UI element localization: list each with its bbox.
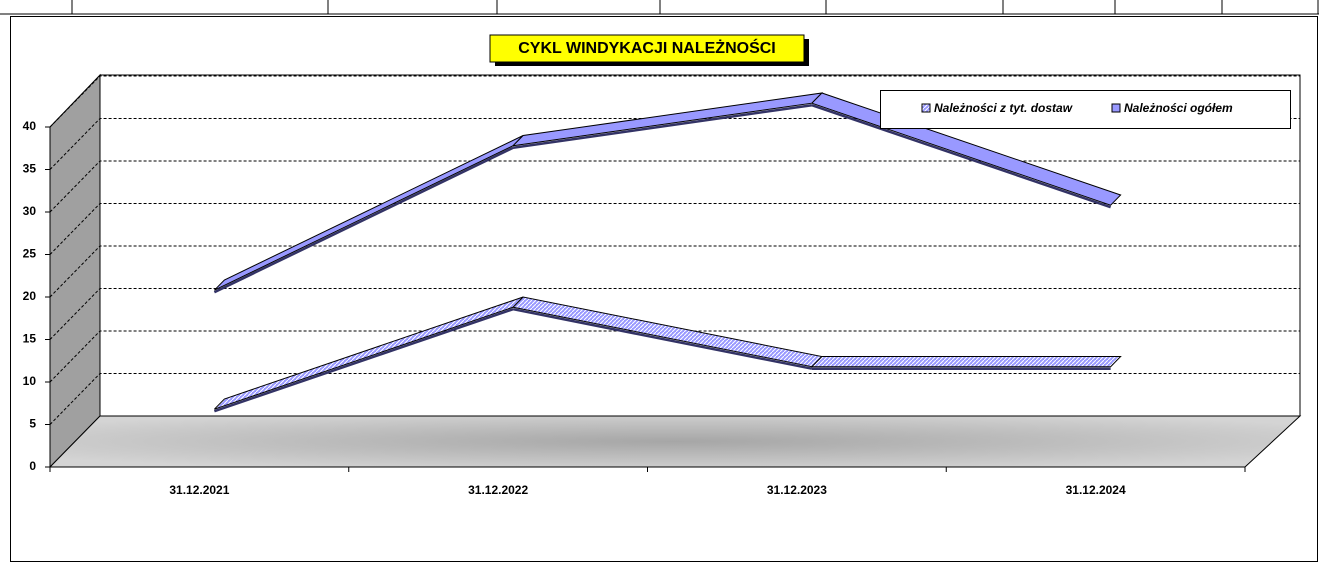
grid-line: [49, 75, 1300, 128]
floor: [48, 415, 1302, 468]
y-tick-label: 10: [23, 374, 37, 388]
y-tick-label: 25: [23, 247, 37, 261]
x-tick-label: 31.12.2021: [169, 483, 229, 497]
legend-swatch: [921, 103, 931, 113]
grid-line: [49, 203, 1300, 255]
x-tick-label: 31.12.2024: [1066, 483, 1126, 497]
legend: [880, 90, 1291, 129]
ribbon-edge: [811, 104, 1112, 209]
legend-swatch: [1111, 103, 1121, 113]
grid-line: [49, 330, 1300, 383]
x-tick-label: 31.12.2022: [468, 483, 528, 497]
grid-line: [49, 373, 1300, 425]
title-box: [489, 34, 805, 63]
grid-line: [49, 245, 1300, 298]
sheet-grid: [0, 0, 1319, 15]
y-tick-label: 40: [23, 119, 37, 133]
ribbon-segment: [810, 356, 1122, 368]
ribbon-edge: [213, 308, 514, 413]
grid-line: [49, 160, 1300, 213]
ribbon-edge: [512, 307, 813, 370]
y-tick-label: 20: [23, 289, 37, 303]
ribbon-edge: [512, 103, 813, 149]
y-tick-label: 0: [29, 459, 36, 473]
x-tick-label: 31.12.2023: [767, 483, 827, 497]
y-tick-label: 35: [23, 162, 37, 176]
legend-label: Należności z tyt. dostaw: [934, 101, 1073, 115]
y-tick-label: 15: [23, 332, 37, 346]
legend-label: Należności ogółem: [1124, 101, 1233, 115]
y-tick-label: 5: [29, 417, 36, 431]
ribbon-edge: [213, 146, 514, 294]
y-tick-label: 30: [23, 204, 37, 218]
grid-line: [49, 288, 1300, 340]
chart-title: CYKL WINDYKACJI NALEŻNOŚCI: [518, 38, 776, 57]
